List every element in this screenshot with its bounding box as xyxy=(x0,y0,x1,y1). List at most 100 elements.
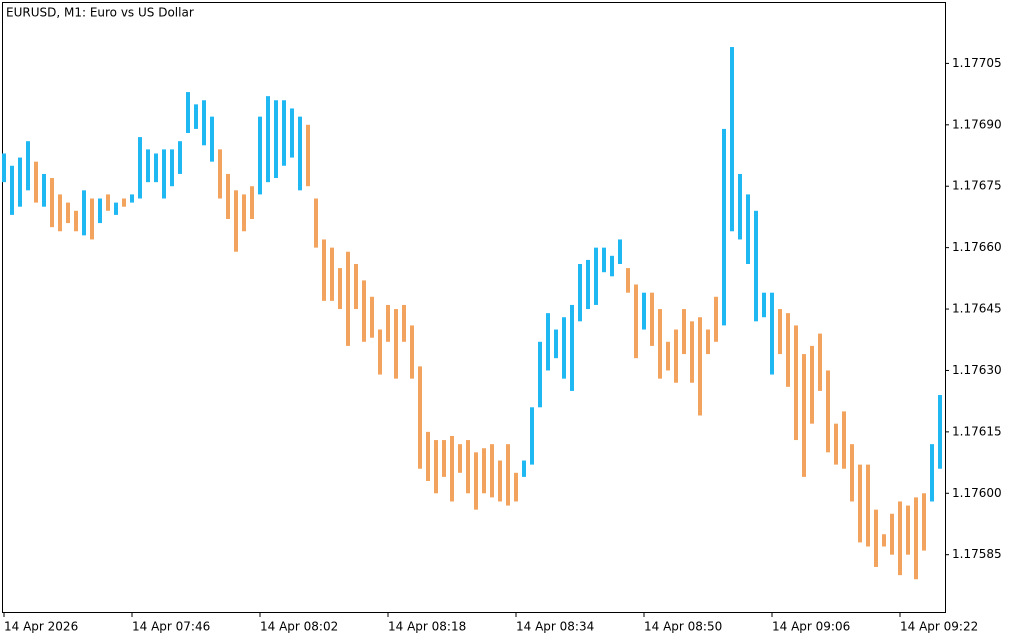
candle xyxy=(114,202,118,215)
candle xyxy=(754,210,758,322)
candle xyxy=(194,104,198,129)
candle xyxy=(570,304,574,391)
x-tick-label: 14 Apr 08:18 xyxy=(388,620,466,634)
candle xyxy=(466,440,470,494)
candle xyxy=(330,247,334,301)
candle xyxy=(138,137,142,199)
candle xyxy=(490,444,494,498)
y-tick-label: 1.17615 xyxy=(952,424,1002,438)
candle xyxy=(922,493,926,551)
candle xyxy=(674,329,678,383)
candle xyxy=(290,108,294,158)
candle xyxy=(602,247,606,273)
candle xyxy=(130,194,134,203)
candle xyxy=(354,264,358,310)
candle xyxy=(914,497,918,580)
candle xyxy=(610,255,614,277)
candle xyxy=(858,464,862,543)
candle xyxy=(122,198,126,207)
candle xyxy=(26,141,30,191)
candle xyxy=(66,202,70,224)
candle xyxy=(586,259,590,310)
candle xyxy=(794,325,798,441)
candle xyxy=(530,407,534,465)
candle xyxy=(186,92,190,134)
candle xyxy=(618,239,622,265)
candle xyxy=(682,309,686,355)
candle xyxy=(642,292,646,330)
candle xyxy=(810,345,814,424)
candle xyxy=(506,444,510,506)
candle xyxy=(282,100,286,166)
candle xyxy=(410,325,414,379)
x-tick-label: 14 Apr 08:34 xyxy=(516,620,594,634)
candle xyxy=(74,210,78,232)
candle xyxy=(402,304,406,342)
candle xyxy=(338,268,342,310)
y-tick-label: 1.17705 xyxy=(952,56,1002,70)
candle xyxy=(82,190,86,236)
candle xyxy=(890,513,894,555)
candle xyxy=(170,149,174,187)
candle xyxy=(514,472,518,502)
candle xyxy=(178,141,182,174)
candle xyxy=(626,268,630,293)
candle xyxy=(714,296,718,342)
candle xyxy=(434,440,438,494)
y-tick-label: 1.17660 xyxy=(952,240,1002,254)
candle xyxy=(634,284,638,359)
candle xyxy=(154,153,158,183)
candle xyxy=(538,341,542,408)
candle xyxy=(266,96,270,183)
candle xyxy=(90,198,94,240)
candle xyxy=(210,116,214,162)
candle xyxy=(706,329,710,355)
candle xyxy=(778,309,782,355)
y-tick-label: 1.17690 xyxy=(952,117,1002,131)
candle xyxy=(522,460,526,477)
y-tick-label: 1.17645 xyxy=(952,302,1002,316)
candle xyxy=(874,509,878,567)
candle xyxy=(762,292,766,318)
candle xyxy=(242,194,246,232)
candle xyxy=(578,264,582,322)
candle xyxy=(930,444,934,502)
candle xyxy=(658,309,662,379)
candle xyxy=(322,239,326,301)
candle xyxy=(234,190,238,252)
candle xyxy=(218,149,222,199)
candle xyxy=(394,309,398,379)
candle xyxy=(98,198,102,224)
candle xyxy=(370,296,374,338)
candle xyxy=(938,395,942,469)
candle xyxy=(482,448,486,494)
y-tick-label: 1.17600 xyxy=(952,486,1002,500)
candle xyxy=(738,173,742,240)
candle xyxy=(426,431,430,481)
candle xyxy=(226,173,230,219)
y-tick-label: 1.17630 xyxy=(952,363,1002,377)
candle xyxy=(50,178,54,228)
candle xyxy=(18,157,22,207)
candle xyxy=(298,116,302,191)
candle xyxy=(746,194,750,265)
candle xyxy=(786,313,790,387)
candle xyxy=(474,452,478,510)
candle xyxy=(906,505,910,555)
candle xyxy=(202,100,206,146)
candle xyxy=(770,292,774,375)
candle xyxy=(698,317,702,416)
candle xyxy=(258,116,262,195)
x-tick-label: 14 Apr 08:02 xyxy=(260,620,338,634)
plot-frame xyxy=(2,2,946,613)
x-tick-label: 14 Apr 2026 xyxy=(4,620,78,634)
candle xyxy=(826,370,830,453)
candle xyxy=(250,186,254,219)
candle xyxy=(898,501,902,576)
candle xyxy=(442,440,446,477)
candle xyxy=(562,317,566,379)
candle xyxy=(666,341,670,371)
x-tick-label: 14 Apr 09:22 xyxy=(900,620,978,634)
candle xyxy=(362,280,366,342)
